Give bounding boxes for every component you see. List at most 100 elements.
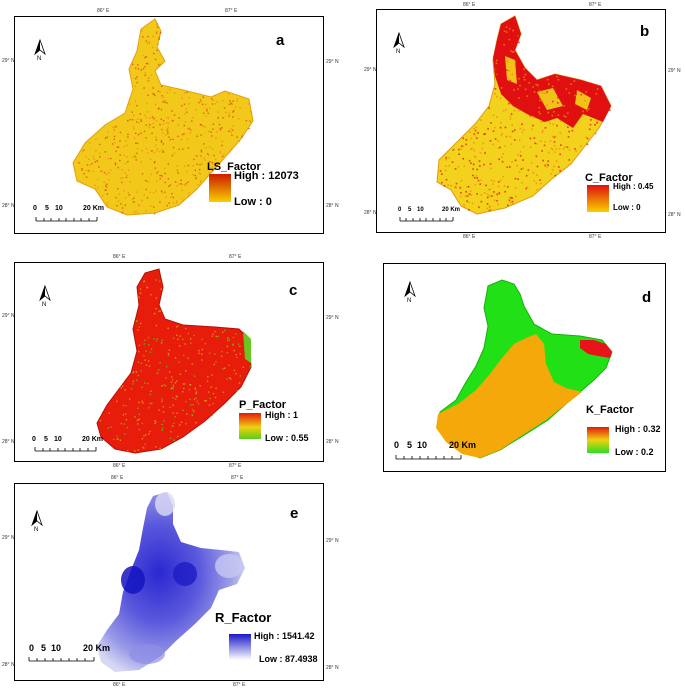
speckle-dot bbox=[545, 92, 548, 95]
speckle-dot bbox=[222, 391, 225, 393]
speckle-dot bbox=[149, 158, 152, 161]
speckle-dot bbox=[239, 353, 241, 355]
speckle-dot bbox=[463, 204, 465, 206]
speckle-dot bbox=[522, 128, 525, 131]
speckle-dot bbox=[200, 134, 202, 136]
speckle-dot bbox=[212, 402, 214, 405]
speckle-dot bbox=[568, 148, 571, 151]
speckle-dot bbox=[140, 120, 142, 123]
speckle-dot bbox=[123, 189, 126, 192]
speckle-dot bbox=[167, 163, 170, 165]
speckle-dot bbox=[193, 398, 196, 401]
speckle-dot bbox=[145, 364, 148, 366]
lon-label-87: 87° E bbox=[589, 2, 602, 8]
legend-low-r: Low : 87.4938 bbox=[259, 654, 318, 664]
speckle-dot bbox=[126, 426, 129, 429]
speckle-dot bbox=[476, 177, 478, 179]
speckle-dot bbox=[124, 197, 127, 199]
speckle-dot bbox=[176, 334, 178, 336]
speckle-dot bbox=[145, 56, 148, 58]
speckle-dot bbox=[119, 439, 122, 441]
speckle-dot bbox=[187, 147, 190, 149]
speckle-dot bbox=[499, 30, 502, 33]
speckle-dot bbox=[483, 163, 485, 166]
lon-label-86-bottom: 86° E bbox=[113, 463, 126, 469]
speckle-dot bbox=[219, 151, 221, 153]
speckle-dot bbox=[161, 339, 163, 342]
speckle-dot bbox=[152, 126, 155, 129]
speckle-dot bbox=[586, 137, 589, 140]
speckle-dot bbox=[199, 173, 201, 175]
panel-letter-b: b bbox=[640, 23, 650, 40]
speckle-dot bbox=[486, 207, 489, 210]
speckle-dot bbox=[172, 196, 174, 199]
speckle-dot bbox=[159, 123, 161, 126]
speckle-dot bbox=[523, 76, 525, 79]
speckle-dot bbox=[517, 178, 519, 181]
speckle-dot bbox=[99, 156, 101, 158]
speckle-dot bbox=[132, 156, 134, 158]
speckle-dot bbox=[468, 159, 471, 162]
speckle-dot bbox=[105, 183, 108, 185]
speckle-dot bbox=[155, 189, 157, 192]
speckle-dot bbox=[236, 389, 238, 392]
speckle-dot bbox=[117, 166, 119, 169]
speckle-dot bbox=[171, 425, 174, 427]
speckle-dot bbox=[133, 114, 135, 117]
speckle-dot bbox=[102, 195, 104, 197]
lat-label-29-right: 29° N bbox=[326, 59, 339, 65]
speckle-dot bbox=[462, 145, 464, 147]
speckle-dot bbox=[154, 161, 156, 163]
speckle-dot bbox=[480, 194, 483, 196]
speckle-dot bbox=[185, 183, 187, 185]
panel-letter-a: a bbox=[276, 32, 285, 49]
speckle-dot bbox=[141, 438, 144, 440]
speckle-dot bbox=[195, 108, 197, 111]
speckle-dot bbox=[524, 73, 527, 76]
speckle-dot bbox=[128, 194, 130, 196]
speckle-dot bbox=[553, 145, 556, 147]
speckle-dot bbox=[506, 166, 509, 169]
speckle-dot bbox=[170, 381, 173, 383]
speckle-dot bbox=[174, 181, 177, 183]
speckle-dot bbox=[532, 115, 535, 118]
speckle-dot bbox=[236, 100, 238, 102]
speckle-dot bbox=[172, 387, 174, 390]
speckle-dot bbox=[451, 161, 454, 163]
speckle-dot bbox=[448, 164, 451, 167]
speckle-dot bbox=[495, 68, 497, 70]
speckle-dot bbox=[473, 176, 476, 179]
speckle-dot bbox=[572, 108, 575, 110]
speckle-dot bbox=[195, 422, 197, 424]
speckle-dot bbox=[467, 194, 469, 197]
speckle-dot bbox=[472, 174, 474, 177]
legend-ramp-r bbox=[229, 634, 251, 660]
speckle-dot bbox=[167, 132, 169, 135]
speckle-dot bbox=[168, 185, 170, 188]
speckle-dot bbox=[196, 163, 198, 165]
speckle-dot bbox=[197, 183, 199, 186]
speckle-dot bbox=[514, 63, 516, 66]
speckle-dot bbox=[212, 333, 214, 335]
speckle-dot bbox=[161, 176, 163, 178]
speckle-dot bbox=[145, 210, 147, 212]
c-factor-map bbox=[436, 15, 612, 215]
speckle-dot bbox=[154, 167, 157, 169]
speckle-dot bbox=[149, 351, 152, 353]
speckle-dot bbox=[171, 192, 173, 195]
speckle-dot bbox=[569, 91, 572, 94]
speckle-dot bbox=[162, 123, 164, 125]
speckle-dot bbox=[551, 114, 554, 117]
speckle-dot bbox=[501, 156, 503, 159]
speckle-dot bbox=[509, 115, 512, 118]
legend-title-ls: LS_Factor bbox=[207, 161, 261, 173]
speckle-dot bbox=[601, 100, 604, 102]
speckle-dot bbox=[559, 169, 561, 172]
speckle-dot bbox=[563, 115, 566, 117]
speckle-dot bbox=[248, 127, 250, 130]
speckle-dot bbox=[565, 115, 567, 118]
speckle-dot bbox=[191, 120, 193, 122]
speckle-dot bbox=[85, 176, 88, 178]
speckle-dot bbox=[194, 388, 197, 390]
speckle-dot bbox=[128, 398, 131, 400]
